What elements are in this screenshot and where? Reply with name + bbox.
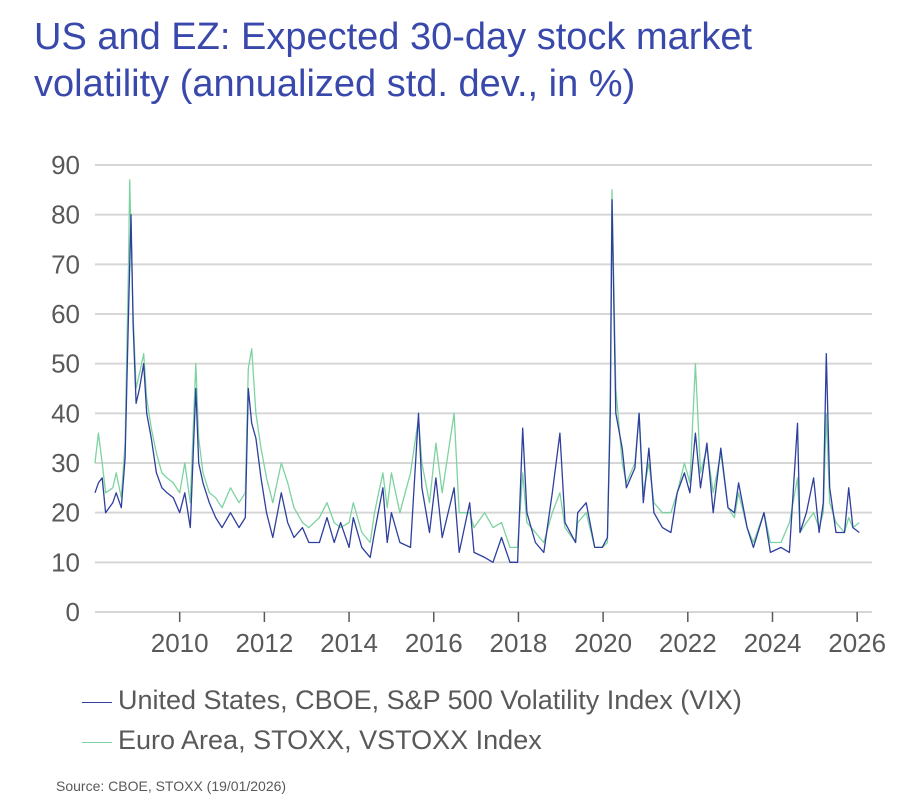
x-tick-label: 2024 [744, 628, 802, 658]
x-tick-label: 2014 [320, 628, 378, 658]
x-tick-label: 2012 [235, 628, 293, 658]
series-lines [94, 179, 860, 563]
x-tick-label: 2026 [828, 628, 886, 658]
chart-title: US and EZ: Expected 30-day stock market … [34, 16, 753, 105]
legend-label-vix: United States, CBOE, S&P 500 Volatility … [118, 684, 742, 715]
legend-swatch-vix [82, 701, 112, 703]
legend-swatch-vstoxx [82, 741, 112, 743]
x-tick-label: 2022 [659, 628, 717, 658]
y-tick-label: 90 [51, 150, 80, 180]
x-axis-ticks: 2010 2012 2014 2016 2018 2020 2022 2024 2026 [151, 612, 886, 658]
x-tick-label: 2016 [405, 628, 463, 658]
y-axis-ticks: 0 10 20 30 40 50 60 70 80 90 [51, 150, 80, 627]
gridlines [95, 164, 872, 613]
source-note: Source: CBOE, STOXX (19/01/2026) [56, 778, 287, 794]
y-tick-label: 60 [51, 299, 80, 329]
legend-label-vstoxx: Euro Area, STOXX, VSTOXX Index [118, 724, 542, 755]
legend-item-vix: United States, CBOE, S&P 500 Volatility … [82, 680, 742, 720]
y-tick-label: 40 [51, 398, 80, 428]
x-tick-label: 2020 [574, 628, 632, 658]
x-tick-label: 2010 [151, 628, 209, 658]
y-tick-label: 30 [51, 448, 80, 478]
series-line-vix [94, 199, 860, 563]
y-tick-label: 10 [51, 547, 80, 577]
y-tick-label: 50 [51, 349, 80, 379]
x-tick-label: 2018 [490, 628, 548, 658]
y-tick-label: 80 [51, 200, 80, 230]
y-tick-label: 70 [51, 249, 80, 279]
legend: United States, CBOE, S&P 500 Volatility … [82, 680, 742, 760]
y-tick-label: 0 [66, 597, 80, 627]
y-tick-label: 20 [51, 498, 80, 528]
legend-item-vstoxx: Euro Area, STOXX, VSTOXX Index [82, 720, 742, 760]
